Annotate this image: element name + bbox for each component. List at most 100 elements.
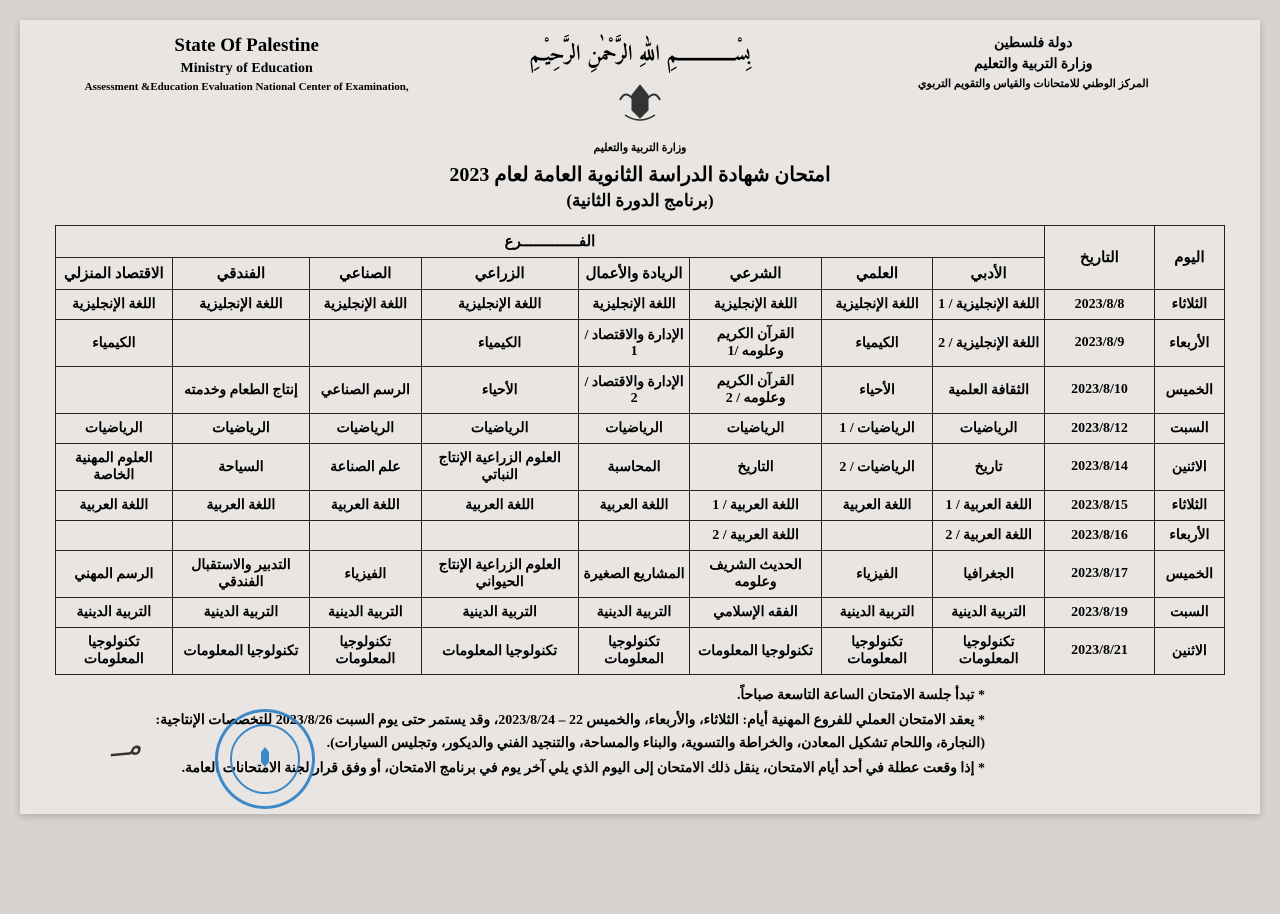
emblem-icon — [448, 80, 831, 135]
table-row: السبت2023/8/19التربية الدينيةالتربية الد… — [56, 598, 1225, 628]
cell-subject: المحاسبة — [578, 444, 690, 491]
cell-subject: التربية الدينية — [56, 598, 173, 628]
cell-subject: اللغة العربية — [578, 491, 690, 521]
cell-subject: اللغة العربية / 1 — [933, 491, 1045, 521]
cell-subject: القرآن الكريم وعلومه /1 — [690, 320, 822, 367]
cell-subject: الكيمياء — [56, 320, 173, 367]
cell-day: الاثنين — [1155, 444, 1225, 491]
col-date: التاريخ — [1045, 226, 1155, 290]
cell-subject: تكنولوجيا المعلومات — [172, 628, 309, 675]
cell-subject: الفيزياء — [821, 551, 933, 598]
cell-subject: الرياضيات — [310, 414, 422, 444]
cell-subject: السياحة — [172, 444, 309, 491]
cell-subject: اللغة العربية — [310, 491, 422, 521]
cell-subject: الرسم الصناعي — [310, 367, 422, 414]
document-page: State Of Palestine Ministry of Education… — [20, 20, 1260, 814]
cell-subject: اللغة الإنجليزية — [56, 290, 173, 320]
cell-subject: العلوم المهنية الخاصة — [56, 444, 173, 491]
cell-subject: الفقه الإسلامي — [690, 598, 822, 628]
table-row: الثلاثاء2023/8/8اللغة الإنجليزية / 1اللغ… — [56, 290, 1225, 320]
branch-2: الشرعي — [690, 258, 822, 290]
table-row: السبت2023/8/12الرياضياتالرياضيات / 1الري… — [56, 414, 1225, 444]
cell-subject: المشاريع الصغيرة — [578, 551, 690, 598]
col-branch-header: الفـــــــــــــرع — [56, 226, 1045, 258]
cell-subject — [578, 521, 690, 551]
cell-date: 2023/8/15 — [1045, 491, 1155, 521]
cell-date: 2023/8/14 — [1045, 444, 1155, 491]
table-row: الثلاثاء2023/8/15اللغة العربية / 1اللغة … — [56, 491, 1225, 521]
cell-day: الخميس — [1155, 551, 1225, 598]
ministry-en: Ministry of Education — [55, 61, 438, 77]
stamp-inner — [230, 724, 300, 794]
cell-subject: الرياضيات — [56, 414, 173, 444]
cell-day: الاثنين — [1155, 628, 1225, 675]
cell-subject: الجغرافيا — [933, 551, 1045, 598]
branch-0: الأدبي — [933, 258, 1045, 290]
cell-subject: اللغة الإنجليزية / 2 — [933, 320, 1045, 367]
branch-1: العلمي — [821, 258, 933, 290]
header: State Of Palestine Ministry of Education… — [55, 35, 1225, 154]
cell-subject: اللغة الإنجليزية / 1 — [933, 290, 1045, 320]
bismillah: بِسْــــــــــــــمِ اللّٰهِ الرَّحْمٰنِ… — [448, 35, 831, 74]
cell-subject: الأحياء — [421, 367, 578, 414]
cell-subject: اللغة الإنجليزية — [578, 290, 690, 320]
cell-subject: اللغة العربية / 2 — [690, 521, 822, 551]
cell-subject: الكيمياء — [421, 320, 578, 367]
branch-5: الصناعي — [310, 258, 422, 290]
table-row: الاثنين2023/8/14تاريخالرياضيات / 2التاري… — [56, 444, 1225, 491]
header-right: دولة فلسطين وزارة التربية والتعليم المرك… — [842, 35, 1225, 90]
cell-subject — [172, 521, 309, 551]
cell-subject: الرياضيات — [933, 414, 1045, 444]
branch-6: الفندقي — [172, 258, 309, 290]
note-3: إذا وقعت عطلة في أحد أيام الامتحان، ينقل… — [55, 758, 985, 780]
note-2b-text: (النجارة، واللحام تشكيل المعادن، والخراط… — [327, 736, 985, 751]
cell-subject: الرياضيات — [172, 414, 309, 444]
cell-subject: اللغة العربية — [172, 491, 309, 521]
cell-subject: تكنولوجيا المعلومات — [933, 628, 1045, 675]
branch-7: الاقتصاد المنزلي — [56, 258, 173, 290]
cell-subject: القرآن الكريم وعلومه / 2 — [690, 367, 822, 414]
cell-subject: الرياضيات — [421, 414, 578, 444]
cell-day: السبت — [1155, 598, 1225, 628]
cell-subject: الرياضيات — [690, 414, 822, 444]
cell-day: الأربعاء — [1155, 521, 1225, 551]
cell-subject: الثقافة العلمية — [933, 367, 1045, 414]
cell-subject: اللغة العربية / 1 — [690, 491, 822, 521]
cell-subject: علم الصناعة — [310, 444, 422, 491]
center-name-en: Assessment &Education Evaluation Nationa… — [55, 81, 438, 93]
cell-subject: التدبير والاستقبال الفندقي — [172, 551, 309, 598]
cell-subject: العلوم الزراعية الإنتاج النباتي — [421, 444, 578, 491]
emblem-caption: وزارة التربية والتعليم — [448, 141, 831, 154]
cell-subject — [310, 320, 422, 367]
cell-subject: اللغة العربية — [56, 491, 173, 521]
cell-subject: التربية الدينية — [421, 598, 578, 628]
cell-subject: التربية الدينية — [172, 598, 309, 628]
cell-subject: اللغة الإنجليزية — [690, 290, 822, 320]
state-title-ar: دولة فلسطين — [842, 35, 1225, 52]
cell-date: 2023/8/21 — [1045, 628, 1155, 675]
cell-day: الثلاثاء — [1155, 290, 1225, 320]
cell-subject: التاريخ — [690, 444, 822, 491]
cell-date: 2023/8/16 — [1045, 521, 1155, 551]
cell-subject: اللغة الإنجليزية — [421, 290, 578, 320]
cell-subject — [421, 521, 578, 551]
col-day: اليوم — [1155, 226, 1225, 290]
title-block: امتحان شهادة الدراسة الثانوية العامة لعا… — [55, 162, 1225, 211]
cell-subject: الأحياء — [821, 367, 933, 414]
cell-subject: تكنولوجيا المعلومات — [690, 628, 822, 675]
note-1: تبدأ جلسة الامتحان الساعة التاسعة صباحاً… — [55, 685, 985, 707]
cell-subject: تكنولوجيا المعلومات — [421, 628, 578, 675]
cell-subject: التربية الدينية — [933, 598, 1045, 628]
exam-subtitle: (برنامج الدورة الثانية) — [55, 191, 1225, 211]
branch-4: الزراعي — [421, 258, 578, 290]
exam-title: امتحان شهادة الدراسة الثانوية العامة لعا… — [55, 162, 1225, 187]
cell-subject: العلوم الزراعية الإنتاج الحيواني — [421, 551, 578, 598]
cell-day: الخميس — [1155, 367, 1225, 414]
cell-subject: اللغة الإنجليزية — [821, 290, 933, 320]
cell-subject: إنتاج الطعام وخدمته — [172, 367, 309, 414]
cell-subject: تكنولوجيا المعلومات — [310, 628, 422, 675]
cell-subject: اللغة الإنجليزية — [172, 290, 309, 320]
cell-subject: الرياضيات — [578, 414, 690, 444]
cell-date: 2023/8/17 — [1045, 551, 1155, 598]
cell-subject: الإدارة والاقتصاد / 1 — [578, 320, 690, 367]
